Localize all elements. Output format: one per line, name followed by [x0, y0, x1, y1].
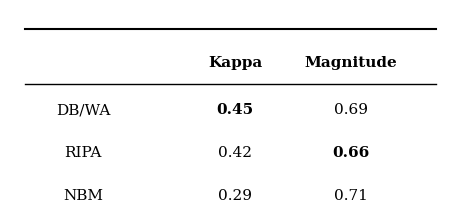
Text: 0.29: 0.29 — [217, 189, 251, 203]
Text: RIPA: RIPA — [64, 146, 101, 160]
Text: 0.42: 0.42 — [217, 146, 251, 160]
Text: Magnitude: Magnitude — [304, 56, 396, 70]
Text: Kappa: Kappa — [207, 56, 262, 70]
Text: 0.71: 0.71 — [333, 189, 367, 203]
Text: NBM: NBM — [63, 189, 103, 203]
Text: 0.66: 0.66 — [331, 146, 369, 160]
Text: 0.69: 0.69 — [333, 103, 367, 117]
Text: DB/WA: DB/WA — [56, 103, 110, 117]
Text: 0.45: 0.45 — [216, 103, 253, 117]
